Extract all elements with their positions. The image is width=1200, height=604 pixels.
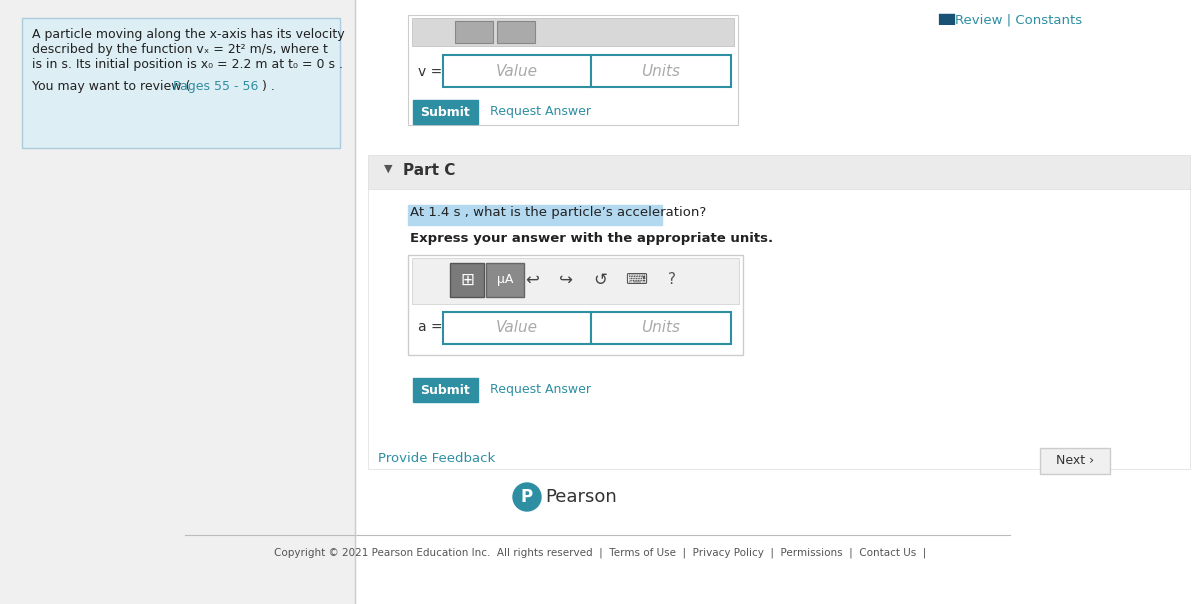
Bar [0, 0, 355, 604]
Text: described by the function vₓ = 2t² m/s, where t: described by the function vₓ = 2t² m/s, … [32, 43, 328, 56]
Bar [355, 0, 1200, 604]
Bar [22, 18, 340, 148]
Text: ██: ██ [938, 14, 955, 25]
Text: Value: Value [496, 63, 538, 79]
Text: Value: Value [496, 321, 538, 335]
Text: A particle moving along the x-axis has its velocity: A particle moving along the x-axis has i… [32, 28, 344, 41]
Text: ▼: ▼ [384, 164, 392, 174]
Text: Next ›: Next › [1056, 454, 1094, 467]
Bar [443, 312, 592, 344]
Text: Pages 55 - 56: Pages 55 - 56 [173, 80, 258, 93]
Text: ) .: ) . [262, 80, 275, 93]
Bar [368, 155, 1190, 189]
Text: Units: Units [642, 63, 680, 79]
Text: is in s. Its initial position is x₀ = 2.2 m at t₀ = 0 s .: is in s. Its initial position is x₀ = 2.… [32, 58, 343, 71]
Bar [408, 205, 662, 225]
Bar [413, 100, 478, 124]
Text: Submit: Submit [420, 384, 470, 396]
Text: P: P [521, 488, 533, 506]
Bar [455, 21, 493, 43]
Bar [1040, 448, 1110, 474]
Text: Part C: Part C [403, 163, 455, 178]
Text: ⊞: ⊞ [460, 271, 474, 289]
Text: At 1.4 s , what is the particle’s acceleration?: At 1.4 s , what is the particle’s accele… [410, 206, 707, 219]
Text: a =: a = [418, 320, 443, 334]
Text: v =: v = [418, 65, 443, 79]
Text: Provide Feedback: Provide Feedback [378, 452, 496, 465]
Text: Copyright © 2021 Pearson Education Inc.  All rights reserved  |  Terms of Use  |: Copyright © 2021 Pearson Education Inc. … [274, 548, 926, 559]
Text: μA: μA [497, 274, 514, 286]
Text: ?: ? [668, 272, 676, 288]
Text: You may want to review (: You may want to review ( [32, 80, 191, 93]
Text: Pearson: Pearson [545, 488, 617, 506]
Bar [443, 55, 592, 87]
Bar [592, 312, 731, 344]
Bar [408, 15, 738, 125]
Circle shape [514, 483, 541, 511]
Bar [450, 263, 484, 297]
Text: ↩: ↩ [526, 271, 539, 289]
Bar [413, 378, 478, 402]
Bar [412, 18, 734, 46]
Bar [408, 255, 743, 355]
Bar [486, 263, 524, 297]
Text: ↪: ↪ [559, 271, 572, 289]
Text: Submit: Submit [420, 106, 470, 118]
Bar [592, 55, 731, 87]
Text: Express your answer with the appropriate units.: Express your answer with the appropriate… [410, 232, 773, 245]
Bar [497, 21, 535, 43]
Text: Request Answer: Request Answer [490, 106, 592, 118]
Text: Review | Constants: Review | Constants [955, 14, 1082, 27]
Text: ⌨: ⌨ [625, 272, 647, 288]
Text: Units: Units [642, 321, 680, 335]
Text: Request Answer: Request Answer [490, 384, 592, 396]
Bar [412, 258, 739, 304]
Text: ↺: ↺ [593, 271, 607, 289]
Bar [368, 189, 1190, 469]
